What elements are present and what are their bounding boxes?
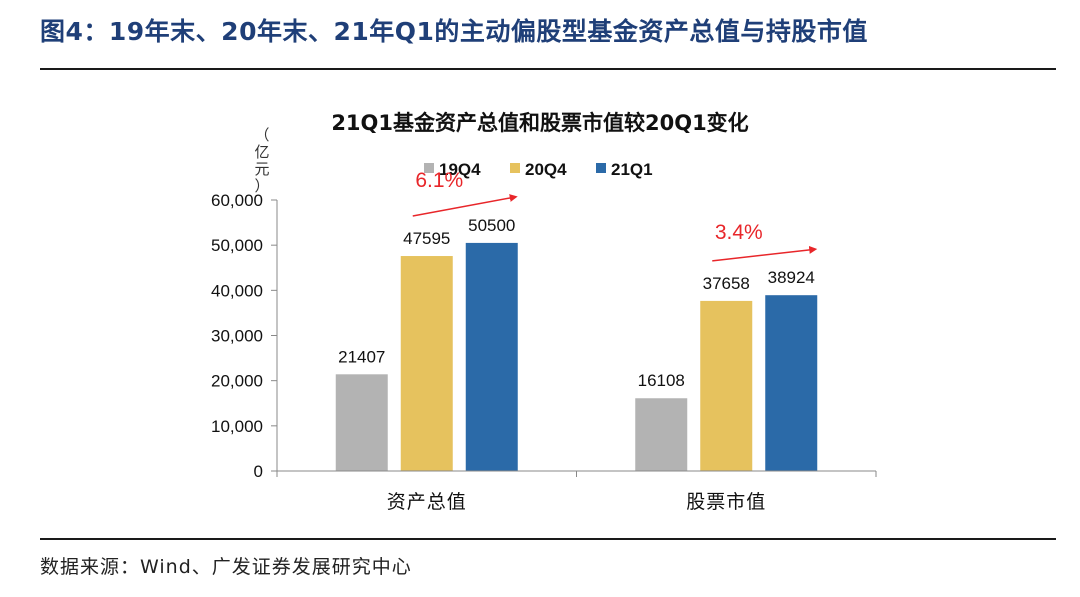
y-axis-unit-label: （亿元） xyxy=(254,126,269,195)
bar-value-label: 47595 xyxy=(403,229,450,248)
growth-arrow xyxy=(412,194,518,217)
bar-value-label: 16108 xyxy=(638,371,685,390)
y-axis: 0 10,000 20,000 30,000 40,000 50,000 60,000 xyxy=(211,191,278,481)
bar-19Q4 xyxy=(635,398,688,471)
bar-20Q4 xyxy=(700,300,753,471)
bar-21Q1 xyxy=(465,242,518,471)
y-unit-char: 元 xyxy=(254,160,269,178)
bar-value-label: 37658 xyxy=(703,274,750,293)
growth-label: 6.1% xyxy=(415,169,463,192)
y-tick-label: 40,000 xyxy=(211,281,263,300)
bar-20Q4 xyxy=(400,256,453,471)
legend-swatch xyxy=(510,163,520,173)
legend-label: 20Q4 xyxy=(525,160,567,179)
figure-title: 图4：19年末、20年末、21年Q1的主动偏股型基金资产总值与持股市值 xyxy=(40,17,868,46)
bars: 21407 47595 50500 16108 37658 38924 xyxy=(335,216,818,471)
y-unit-char: ） xyxy=(254,177,269,195)
bar-19Q4 xyxy=(335,374,388,471)
bar-value-label: 38924 xyxy=(768,268,815,287)
legend-label: 21Q1 xyxy=(611,160,653,179)
legend-swatch xyxy=(596,163,606,173)
y-tick-label: 20,000 xyxy=(211,372,263,391)
y-tick-label: 60,000 xyxy=(211,191,263,210)
y-unit-char: （ xyxy=(254,126,269,144)
growth-annotations: 6.1% 3.4% xyxy=(412,169,818,262)
y-tick-label: 0 xyxy=(254,462,263,481)
bar-value-label: 50500 xyxy=(468,216,515,235)
growth-arrow xyxy=(712,245,818,262)
y-tick-label: 30,000 xyxy=(211,327,263,346)
bar-value-label: 21407 xyxy=(338,347,385,366)
legend-swatch xyxy=(424,163,434,173)
bar-21Q1 xyxy=(765,295,818,471)
y-tick-label: 10,000 xyxy=(211,417,263,436)
x-axis: 资产总值 股票市值 xyxy=(276,470,877,513)
source-note: 数据来源：Wind、广发证券发展研究中心 xyxy=(40,556,412,578)
legend: 19Q4 20Q4 21Q1 xyxy=(424,160,653,179)
y-tick-label: 50,000 xyxy=(211,236,263,255)
legend-label: 19Q4 xyxy=(439,160,481,179)
growth-label: 3.4% xyxy=(715,221,763,244)
top-rule xyxy=(40,68,1056,70)
bottom-rule xyxy=(40,538,1056,540)
chart-title: 21Q1基金资产总值和股票市值较20Q1变化 xyxy=(331,111,748,135)
x-category-label: 股票市值 xyxy=(686,491,766,513)
x-category-label: 资产总值 xyxy=(387,491,467,513)
y-unit-char: 亿 xyxy=(254,143,269,161)
